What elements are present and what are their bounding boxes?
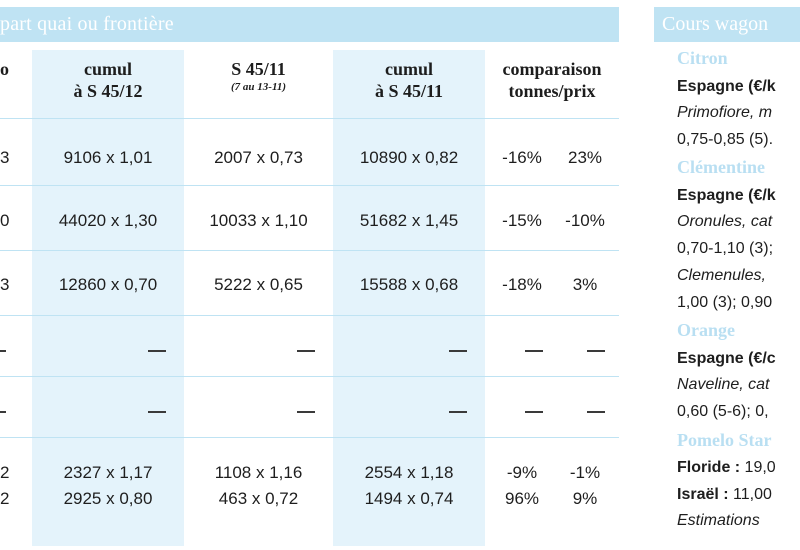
cell-week-2011: 1108 x 1,16 (214, 463, 303, 482)
column-band-cumul-2011 (333, 50, 485, 546)
cell-cumul-2012: 2925 x 0,80 (63, 489, 153, 508)
row-separator (0, 315, 619, 316)
cell-cumul-2012: 12860 x 0,70 (58, 275, 158, 294)
clementine-variety-2: Clemenules, (677, 267, 766, 284)
column-header-s45-11-dates: (7 au 13-11) (231, 81, 286, 93)
cell-compare-tonnes: -9% (506, 463, 538, 482)
cell-partial: 3 (0, 148, 10, 167)
empty-dash (148, 350, 166, 352)
product-clementine: Clémentine (677, 157, 765, 177)
cell-cumul-2012: 44020 x 1,30 (58, 211, 158, 230)
estimations-note: Estimations (677, 512, 760, 529)
pomelo-florida-label: Floride : (677, 459, 741, 476)
cell-cumul-2011: 15588 x 0,68 (359, 275, 459, 294)
clementine-price-2: 1,00 (3); 0,90 (677, 294, 773, 311)
clementine-origin: Espagne (€/k (677, 187, 776, 204)
row-separator (0, 376, 619, 377)
column-header-cumul-s45-12: cumul à S 45/12 (73, 59, 143, 101)
row-separator (0, 118, 619, 119)
cell-week-2011: 5222 x 0,65 (214, 275, 303, 294)
empty-dash (0, 350, 6, 352)
cell-week-2011: 463 x 0,72 (218, 489, 299, 508)
empty-dash (587, 411, 605, 413)
table-title: part quai ou frontière (0, 13, 174, 35)
pomelo-israel-value: 11,00 (728, 486, 772, 503)
empty-dash (525, 411, 543, 413)
wagon-prices-header-bar: Cours wagon (654, 7, 800, 42)
column-header-partial: o (0, 59, 9, 79)
column-header-cumul-s45-11: cumul à S 45/11 (374, 59, 444, 101)
pomelo-israel-label: Israël : (677, 486, 729, 503)
product-citron: Citron (677, 48, 728, 68)
citron-variety: Primofiore, m (677, 104, 773, 121)
empty-dash (525, 350, 543, 352)
pomelo-florida: Floride : 19,0 (677, 459, 776, 477)
clementine-variety-1: Oronules, cat (677, 213, 773, 230)
cell-partial: 2 (0, 463, 10, 482)
empty-dash (449, 411, 467, 413)
empty-dash (0, 411, 6, 413)
cell-week-2011: 10033 x 1,10 (209, 211, 308, 230)
cell-cumul-2011: 51682 x 1,45 (359, 211, 459, 230)
clementine-price-1: 0,70-1,10 (3); (677, 240, 774, 257)
empty-dash (297, 411, 315, 413)
row-separator (0, 250, 619, 251)
empty-dash (148, 411, 166, 413)
cell-compare-price: 9% (572, 489, 598, 508)
cell-compare-price: -1% (569, 463, 601, 482)
cell-partial: 2 (0, 489, 10, 508)
pomelo-florida-value: 19,0 (740, 459, 776, 476)
product-orange: Orange (677, 320, 735, 340)
cell-compare-tonnes: 96% (504, 489, 540, 508)
cell-compare-price: -10% (565, 211, 605, 230)
row-separator (0, 185, 619, 186)
column-header-comparison: comparaison tonnes/prix (502, 59, 602, 101)
cell-cumul-2012: 2327 x 1,17 (63, 463, 153, 482)
product-pomelo: Pomelo Star (677, 430, 772, 450)
table-header-bar: part quai ou frontière (0, 7, 619, 42)
orange-origin: Espagne (€/c (677, 350, 776, 367)
cell-week-2011: 2007 x 0,73 (214, 148, 303, 167)
empty-dash (449, 350, 467, 352)
cell-compare-tonnes: -16% (502, 148, 542, 167)
cell-compare-tonnes: -15% (502, 211, 542, 230)
cell-cumul-2012: 9106 x 1,01 (63, 148, 153, 167)
cell-cumul-2011: 10890 x 0,82 (359, 148, 459, 167)
citron-origin: Espagne (€/k (677, 78, 776, 95)
column-header-s45-11: S 45/11 (7 au 13-11) (184, 58, 333, 94)
citron-price: 0,75-0,85 (5). (677, 131, 774, 148)
empty-dash (297, 350, 315, 352)
cell-partial: 3 (0, 275, 10, 294)
cell-compare-price: 23% (567, 148, 603, 167)
wagon-prices-title: Cours wagon (662, 13, 769, 35)
row-separator (0, 437, 619, 438)
cell-compare-price: 3% (572, 275, 598, 294)
cell-partial: 0 (0, 211, 10, 230)
orange-variety: Naveline, cat (677, 376, 770, 393)
cell-cumul-2011: 1494 x 0,74 (364, 489, 454, 508)
orange-price: 0,60 (5-6); 0, (677, 403, 769, 420)
cell-cumul-2011: 2554 x 1,18 (364, 463, 454, 482)
empty-dash (587, 350, 605, 352)
pomelo-israel: Israël : 11,00 (677, 486, 772, 504)
column-band-cumul-2012 (32, 50, 184, 546)
cell-compare-tonnes: -18% (502, 275, 542, 294)
